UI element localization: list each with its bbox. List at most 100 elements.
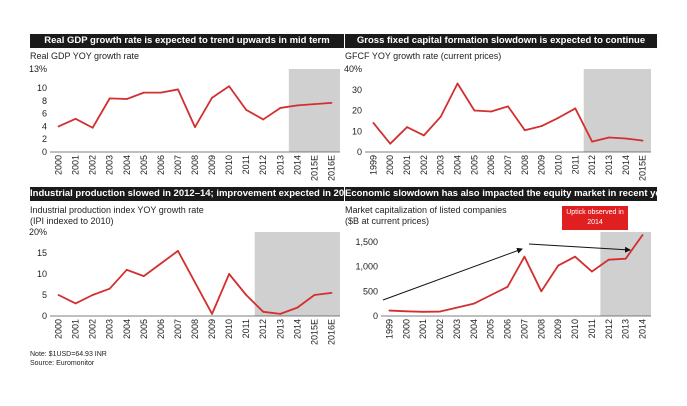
x-tick-label: 2012 [258,319,268,339]
data-point [91,294,94,296]
data-point [523,255,526,258]
chart-title: Economic slowdown has also impacted the … [345,187,657,201]
x-tick-label: 2009 [553,319,563,339]
data-point [557,116,560,119]
data-point [142,275,145,277]
forecast-shade [600,232,651,316]
y-tick-label: 10 [352,126,362,136]
data-point [540,125,543,127]
data-point [108,97,111,100]
data-point [211,96,213,99]
x-tick-label: 2005 [486,319,496,339]
chart-panel-market-cap: Economic slowdown has also impacted the … [345,187,657,347]
data-point [159,262,162,265]
x-tick-label: 2014 [621,155,631,175]
x-tick-label: 2000 [401,319,411,339]
y-tick-label: 20 [352,106,362,116]
chart-subtitle: GFCF YOY growth rate (current prices) [345,51,502,61]
y-tick-label: 20% [29,227,47,237]
data-point [330,101,333,104]
y-tick-label: 0 [42,311,47,321]
data-point [57,125,60,128]
x-tick-label: 2010 [224,155,234,175]
data-point [591,270,593,273]
data-point [422,310,425,313]
y-tick-label: 15 [37,248,47,258]
data-point [624,257,627,260]
x-tick-label: 2000 [54,319,64,339]
data-point [142,91,145,94]
chart-subtitle-2: (IPI indexed to 2010) [30,216,114,226]
x-tick-label: 2011 [241,155,251,174]
x-tick-label: 2008 [190,155,200,175]
data-point [608,136,610,139]
x-tick-label: 2003 [105,319,115,339]
x-tick-label: 2011 [241,319,251,338]
data-point [389,142,392,145]
data-point [472,302,475,305]
x-tick-label: 2013 [275,319,285,339]
x-tick-label: 2009 [207,319,217,339]
data-point [177,250,179,252]
data-point [228,273,231,275]
x-tick-label: 2005 [139,319,149,339]
data-point [439,310,441,313]
x-tick-label: 2007 [173,155,183,175]
data-point [125,98,128,100]
x-tick-label: 2016E [326,155,336,181]
data-point [557,264,560,267]
x-tick-label: 2006 [156,155,166,175]
chart-panel-gfcf: Gross fixed capital formation slowdown i… [344,34,657,181]
x-tick-label: 2011 [587,319,597,338]
y-tick-label: 13% [29,64,47,74]
data-point [296,306,299,309]
x-tick-label: 2000 [54,155,64,175]
x-tick-label: 2010 [553,155,563,175]
uptick-callout: Uptick observed in 2014 [562,206,628,230]
data-point [296,104,299,107]
x-tick-label: 2014 [292,155,302,175]
forecast-shade [254,232,340,316]
data-point [507,105,509,108]
data-point [456,306,458,309]
y-tick-label: 0 [42,147,47,157]
x-tick-label: 2004 [453,155,463,175]
data-point [372,122,375,124]
x-tick-label: 2001 [402,155,412,175]
x-tick-label: 2010 [224,319,234,339]
data-point [506,285,509,288]
data-point [279,313,282,315]
x-tick-label: 2001 [418,319,428,339]
y-tick-label: 6 [42,109,47,119]
data-point [641,139,644,142]
x-tick-label: 2003 [105,155,115,175]
data-point [641,234,644,236]
chart-subtitle: Market capitalization of listed companie… [345,205,507,215]
y-tick-label: 1,500 [355,237,378,247]
data-point [74,302,77,305]
data-point [279,107,282,109]
y-tick-label: 5 [42,290,47,300]
data-point [211,313,213,315]
chart-subtitle-2: ($B at current prices) [345,216,430,226]
data-point [194,281,196,284]
series-line [389,234,644,313]
forecast-shade [288,69,340,152]
data-point [125,268,128,271]
x-tick-label: 2012 [587,155,597,175]
x-tick-label: 2009 [537,155,547,175]
trend-arrow-up [382,247,523,301]
data-point [108,287,111,290]
x-tick-label: 2006 [156,319,166,339]
x-tick-label: 2004 [469,319,479,339]
data-point [591,140,594,143]
y-tick-label: 10 [37,83,47,93]
y-tick-label: 0 [373,311,378,321]
x-tick-label: 2013 [621,319,631,339]
data-point [624,137,627,140]
y-tick-label: 4 [42,121,47,131]
x-tick-label: 2014 [292,319,302,339]
data-point [607,258,610,261]
x-tick-label: 2005 [469,155,479,175]
data-point [313,294,316,296]
